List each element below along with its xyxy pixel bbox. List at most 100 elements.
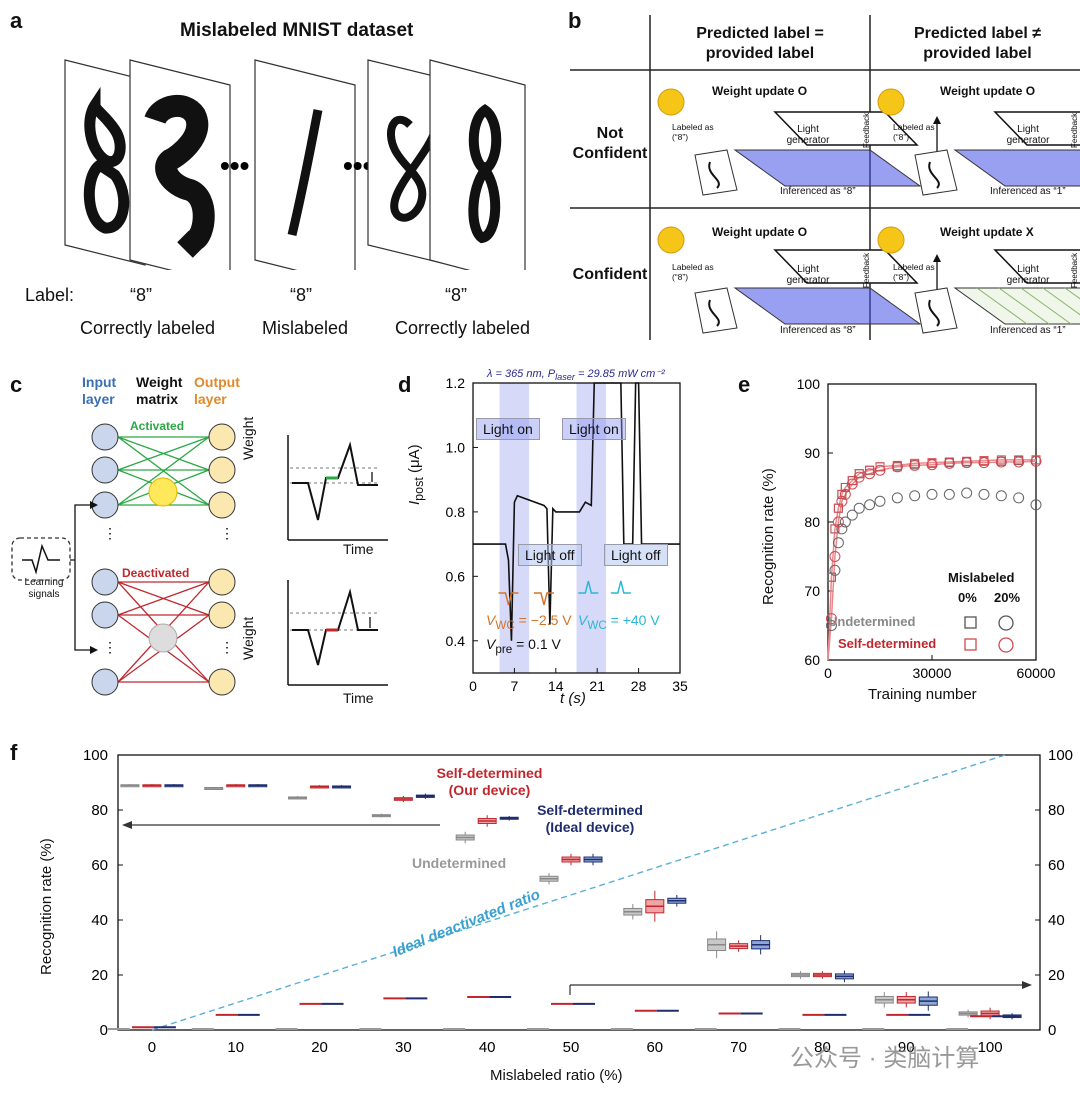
panel-a-title: Mislabeled MNIST dataset (180, 20, 414, 41)
fit-curve (827, 459, 1036, 661)
data-point-circle (839, 488, 851, 500)
x-tick-label: 60000 (1017, 665, 1056, 681)
light-on-1: Light on (476, 418, 540, 440)
digit-card (694, 287, 738, 334)
current-trace (473, 382, 680, 641)
y-tick-label: 70 (804, 583, 820, 599)
vertical-ellipsis: ⋮ (103, 525, 117, 541)
data-point-square (996, 455, 1006, 465)
y-tick-label-left: 60 (91, 857, 108, 874)
lightbulb-on-icon (148, 477, 178, 507)
light-on-2: Light on (562, 418, 626, 440)
weight-grid-active (733, 287, 922, 325)
data-point-circle (825, 613, 837, 625)
cell-1-generator: Light generator (786, 124, 830, 146)
col2-header: Predicted label ≠ provided label (875, 24, 1080, 64)
plot-frame (117, 754, 1041, 1031)
weight-plot-deactivated (287, 580, 388, 686)
x-tick-label: 90 (898, 1039, 915, 1056)
row1-header-line1: Not (596, 125, 624, 142)
digit-stroke (708, 299, 720, 327)
cell-4-update: Weight update X (940, 225, 1034, 239)
y-tick-label-left: 80 (91, 802, 108, 819)
cell-1-feedback: Feedback (862, 112, 871, 148)
write-pulse (578, 580, 599, 594)
emoji-face-icon (657, 88, 685, 116)
legend-col-0: 0% (958, 590, 977, 605)
data-point-circle (874, 495, 886, 507)
data-point-circle (846, 478, 858, 490)
label-prefix: Label: (25, 285, 75, 305)
caption-2: Mislabeled (262, 318, 349, 338)
y-tick-label-right: 80 (1048, 802, 1065, 819)
plot-frame (472, 382, 681, 674)
y-tick-label-left: 0 (100, 1022, 108, 1039)
input-node (91, 668, 119, 696)
data-point-circle (978, 457, 990, 469)
vpre-sub: pre (495, 642, 513, 656)
panel-d-letter: d (398, 372, 412, 397)
x-tick-label: 14 (548, 678, 564, 694)
x-tick-label: 0 (824, 665, 832, 681)
light-generator-plate (993, 111, 1080, 146)
light-generator-plate (993, 249, 1080, 284)
weight-axis-2: Weight (240, 616, 256, 660)
x-tick-label: 10 (227, 1039, 244, 1056)
row2-header: Confident (572, 266, 648, 283)
write-pulse (610, 580, 631, 594)
svg-text:•••: ••• (220, 150, 249, 181)
panel-d-xlabel: t (s) (560, 690, 586, 707)
cell-3-labeled: Labeled as (“8”) (672, 262, 714, 282)
panel-d-chart: 0.4 0.6 0.8 1.0 1.2 0 7 14 21 28 35 (446, 375, 688, 694)
data-point-circle (864, 468, 876, 480)
x-tick-label: 80 (814, 1039, 831, 1056)
y-tick-label: 80 (804, 514, 820, 530)
ylabel-unit: (μA) (406, 444, 423, 478)
data-point-circle (874, 464, 886, 476)
data-point-circle (829, 551, 841, 562)
vwc-neg-sub: WC (495, 618, 515, 632)
data-point-circle (825, 620, 837, 631)
y-tick-label-right: 20 (1048, 967, 1065, 984)
cell-1-labeled: Labeled as (“8”) (672, 122, 714, 142)
x-tick-label: 0 (469, 678, 477, 694)
time-axis-1: Time (343, 541, 374, 557)
y-tick-label-right: 60 (1048, 857, 1065, 874)
panel-b-table (570, 15, 1080, 340)
cell-4-inferenced: Inferenced as “1” (990, 325, 1066, 336)
self-our-line2: (Our device) (448, 782, 531, 798)
panel-f-letter: f (10, 740, 18, 765)
weight-grid-inactive (953, 287, 1080, 325)
data-point-square (1014, 455, 1024, 465)
x-tick-label: 28 (631, 678, 647, 694)
panel-e-xlabel: Training number (868, 686, 977, 703)
x-tick-label: 50 (563, 1039, 580, 1056)
input-node (91, 601, 119, 629)
x-tick-label: 20 (311, 1039, 328, 1056)
emoji-face-icon (657, 226, 685, 254)
cell-3-feedback: Feedback (862, 252, 871, 288)
feedback-arrowhead (933, 254, 941, 262)
data-point-circle (829, 564, 841, 576)
caption-1: Correctly labeled (80, 318, 216, 338)
x-tick-label: 100 (978, 1039, 1003, 1056)
vertical-ellipsis: ⋮ (220, 639, 234, 655)
col1-header-line2: provided label (705, 45, 815, 62)
fit-curve (827, 460, 1037, 661)
ideal-deactivated-line (151, 754, 1006, 1031)
col2-header-line1: Predicted label ≠ (913, 25, 1042, 42)
write-pulse (533, 592, 554, 606)
x-tick-label: 70 (730, 1039, 747, 1056)
lightbulb-off-icon (148, 623, 178, 653)
output-node (208, 491, 236, 519)
y-tick-label-left: 100 (83, 747, 108, 764)
panel-e-ylabel: Recognition rate (%) (760, 468, 777, 605)
data-point-circle (832, 537, 844, 549)
digit-label-3: “8” (445, 285, 467, 305)
panel-e-chart: 60 70 80 90 100 0 30000 60000 (797, 376, 1056, 681)
y-tick-label-left: 40 (91, 912, 108, 929)
cell-2-inferenced: Inferenced as “1” (990, 186, 1066, 197)
cell-4-generator: Light generator (1006, 264, 1050, 286)
vwc-positive: VWC = +40 V (578, 612, 660, 632)
digit-sheet-5 (429, 59, 526, 270)
